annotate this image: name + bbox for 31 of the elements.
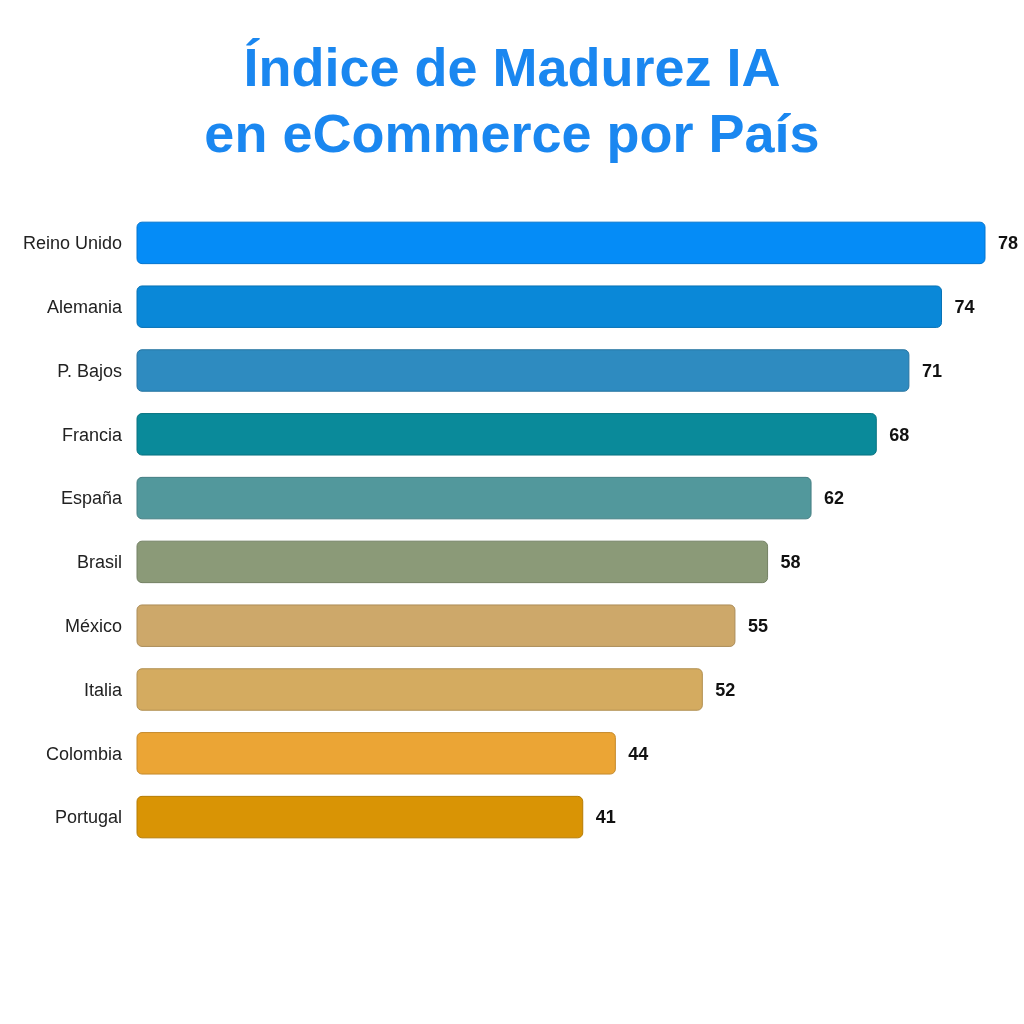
bar: [136, 540, 769, 584]
y-tick-label: Reino Unido: [22, 233, 122, 254]
y-tick-label: México: [64, 616, 122, 636]
data-label: 68: [889, 424, 910, 445]
y-tick-label: Brasil: [76, 552, 122, 573]
y-tick-label: España: [60, 488, 123, 509]
data-label: 52: [715, 679, 736, 700]
bar: [136, 668, 703, 711]
data-label: 58: [780, 552, 801, 573]
y-tick-label: Alemania: [46, 297, 123, 317]
data-label: 71: [921, 360, 942, 381]
y-tick-label: P. Bajos: [57, 360, 122, 381]
data-label: 74: [954, 297, 975, 317]
bar: [136, 221, 986, 265]
data-label: 44: [628, 743, 649, 764]
bar: [136, 604, 736, 647]
bar: [136, 795, 584, 839]
bar: [136, 732, 616, 775]
data-label: 41: [595, 807, 616, 828]
y-tick-label: Portugal: [54, 807, 122, 828]
bar: [136, 413, 877, 456]
data-label: 78: [998, 233, 1019, 254]
y-tick-label: Colombia: [45, 743, 123, 764]
data-label: 62: [824, 488, 845, 509]
bar: [136, 285, 943, 328]
bar: [136, 349, 910, 392]
data-label: 55: [747, 616, 768, 636]
y-tick-label: Italia: [83, 679, 123, 700]
bar: [136, 476, 812, 520]
chart-title: Índice de Madurez IA en eCommerce por País: [204, 37, 820, 163]
y-tick-label: Francia: [61, 424, 123, 445]
